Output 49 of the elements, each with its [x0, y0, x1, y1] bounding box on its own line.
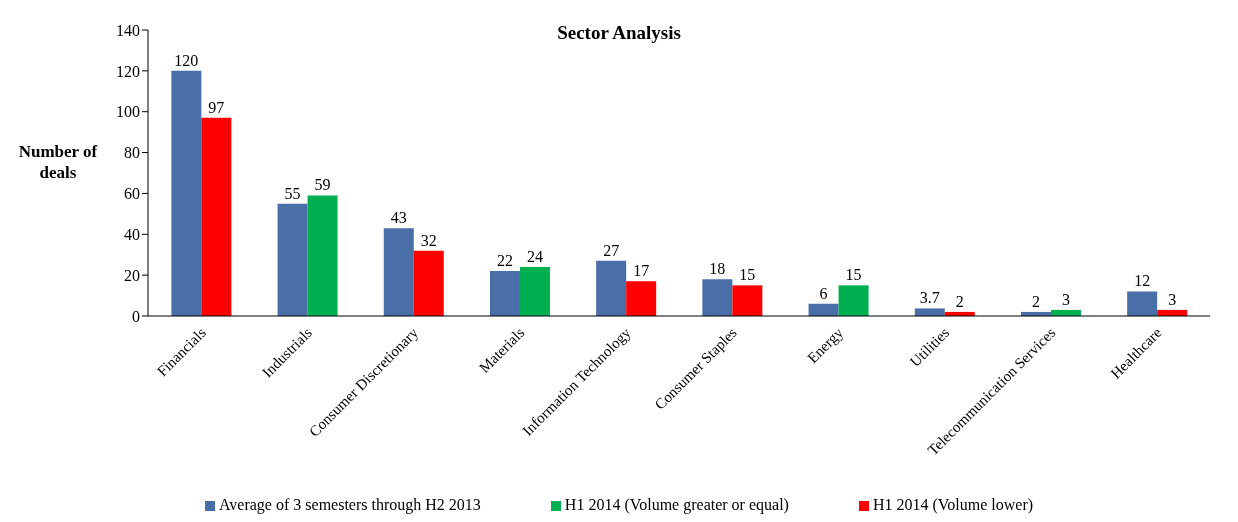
bar [383, 228, 414, 316]
y-tick-label: 20 [124, 266, 140, 284]
data-label: 24 [526, 247, 543, 265]
bar [171, 70, 202, 316]
bar [702, 279, 733, 316]
data-label: 2 [1031, 292, 1040, 310]
bar [277, 203, 308, 316]
bar [201, 117, 232, 316]
data-label: 12 [1134, 272, 1151, 290]
data-label: 97 [208, 98, 225, 116]
data-label: 43 [390, 209, 407, 227]
y-axis-title: Number of deals [17, 141, 99, 183]
y-tick-label: 40 [124, 225, 140, 243]
bar [732, 285, 763, 316]
chart-title: Sector Analysis [557, 22, 681, 43]
data-label: 27 [603, 241, 620, 259]
bar [489, 271, 520, 316]
data-label: 2 [955, 292, 964, 310]
data-label: 17 [633, 262, 650, 280]
bar [1127, 291, 1158, 316]
y-tick-label: 0 [132, 307, 140, 325]
y-tick-label: 140 [116, 21, 140, 39]
data-label: 32 [420, 231, 437, 249]
data-label: 15 [845, 266, 862, 284]
data-label: 6 [819, 284, 828, 302]
bar [596, 260, 627, 316]
data-label: 3 [1061, 290, 1070, 308]
bar [519, 266, 550, 316]
legend-label: H1 2014 (Volume greater or equal) [564, 496, 789, 513]
y-tick-label: 80 [124, 144, 140, 162]
data-label: 3 [1168, 290, 1177, 308]
data-label: 18 [709, 260, 726, 278]
legend-label: H1 2014 (Volume lower) [872, 496, 1034, 513]
data-label: 59 [314, 176, 331, 194]
bar [914, 308, 945, 316]
bar [808, 303, 839, 316]
bar [838, 285, 869, 316]
legend-label: Average of 3 semesters through H2 2013 [218, 496, 481, 513]
y-tick-label: 100 [116, 103, 140, 121]
data-label: 120 [174, 51, 199, 69]
bar [413, 250, 444, 316]
data-label: 22 [496, 252, 513, 270]
data-label: 3.7 [919, 289, 940, 307]
bar [307, 195, 338, 316]
y-tick-label: 120 [116, 62, 140, 80]
data-label: 55 [284, 184, 301, 202]
y-tick-label: 60 [124, 185, 140, 203]
data-label: 15 [739, 266, 756, 284]
bar [626, 281, 657, 316]
